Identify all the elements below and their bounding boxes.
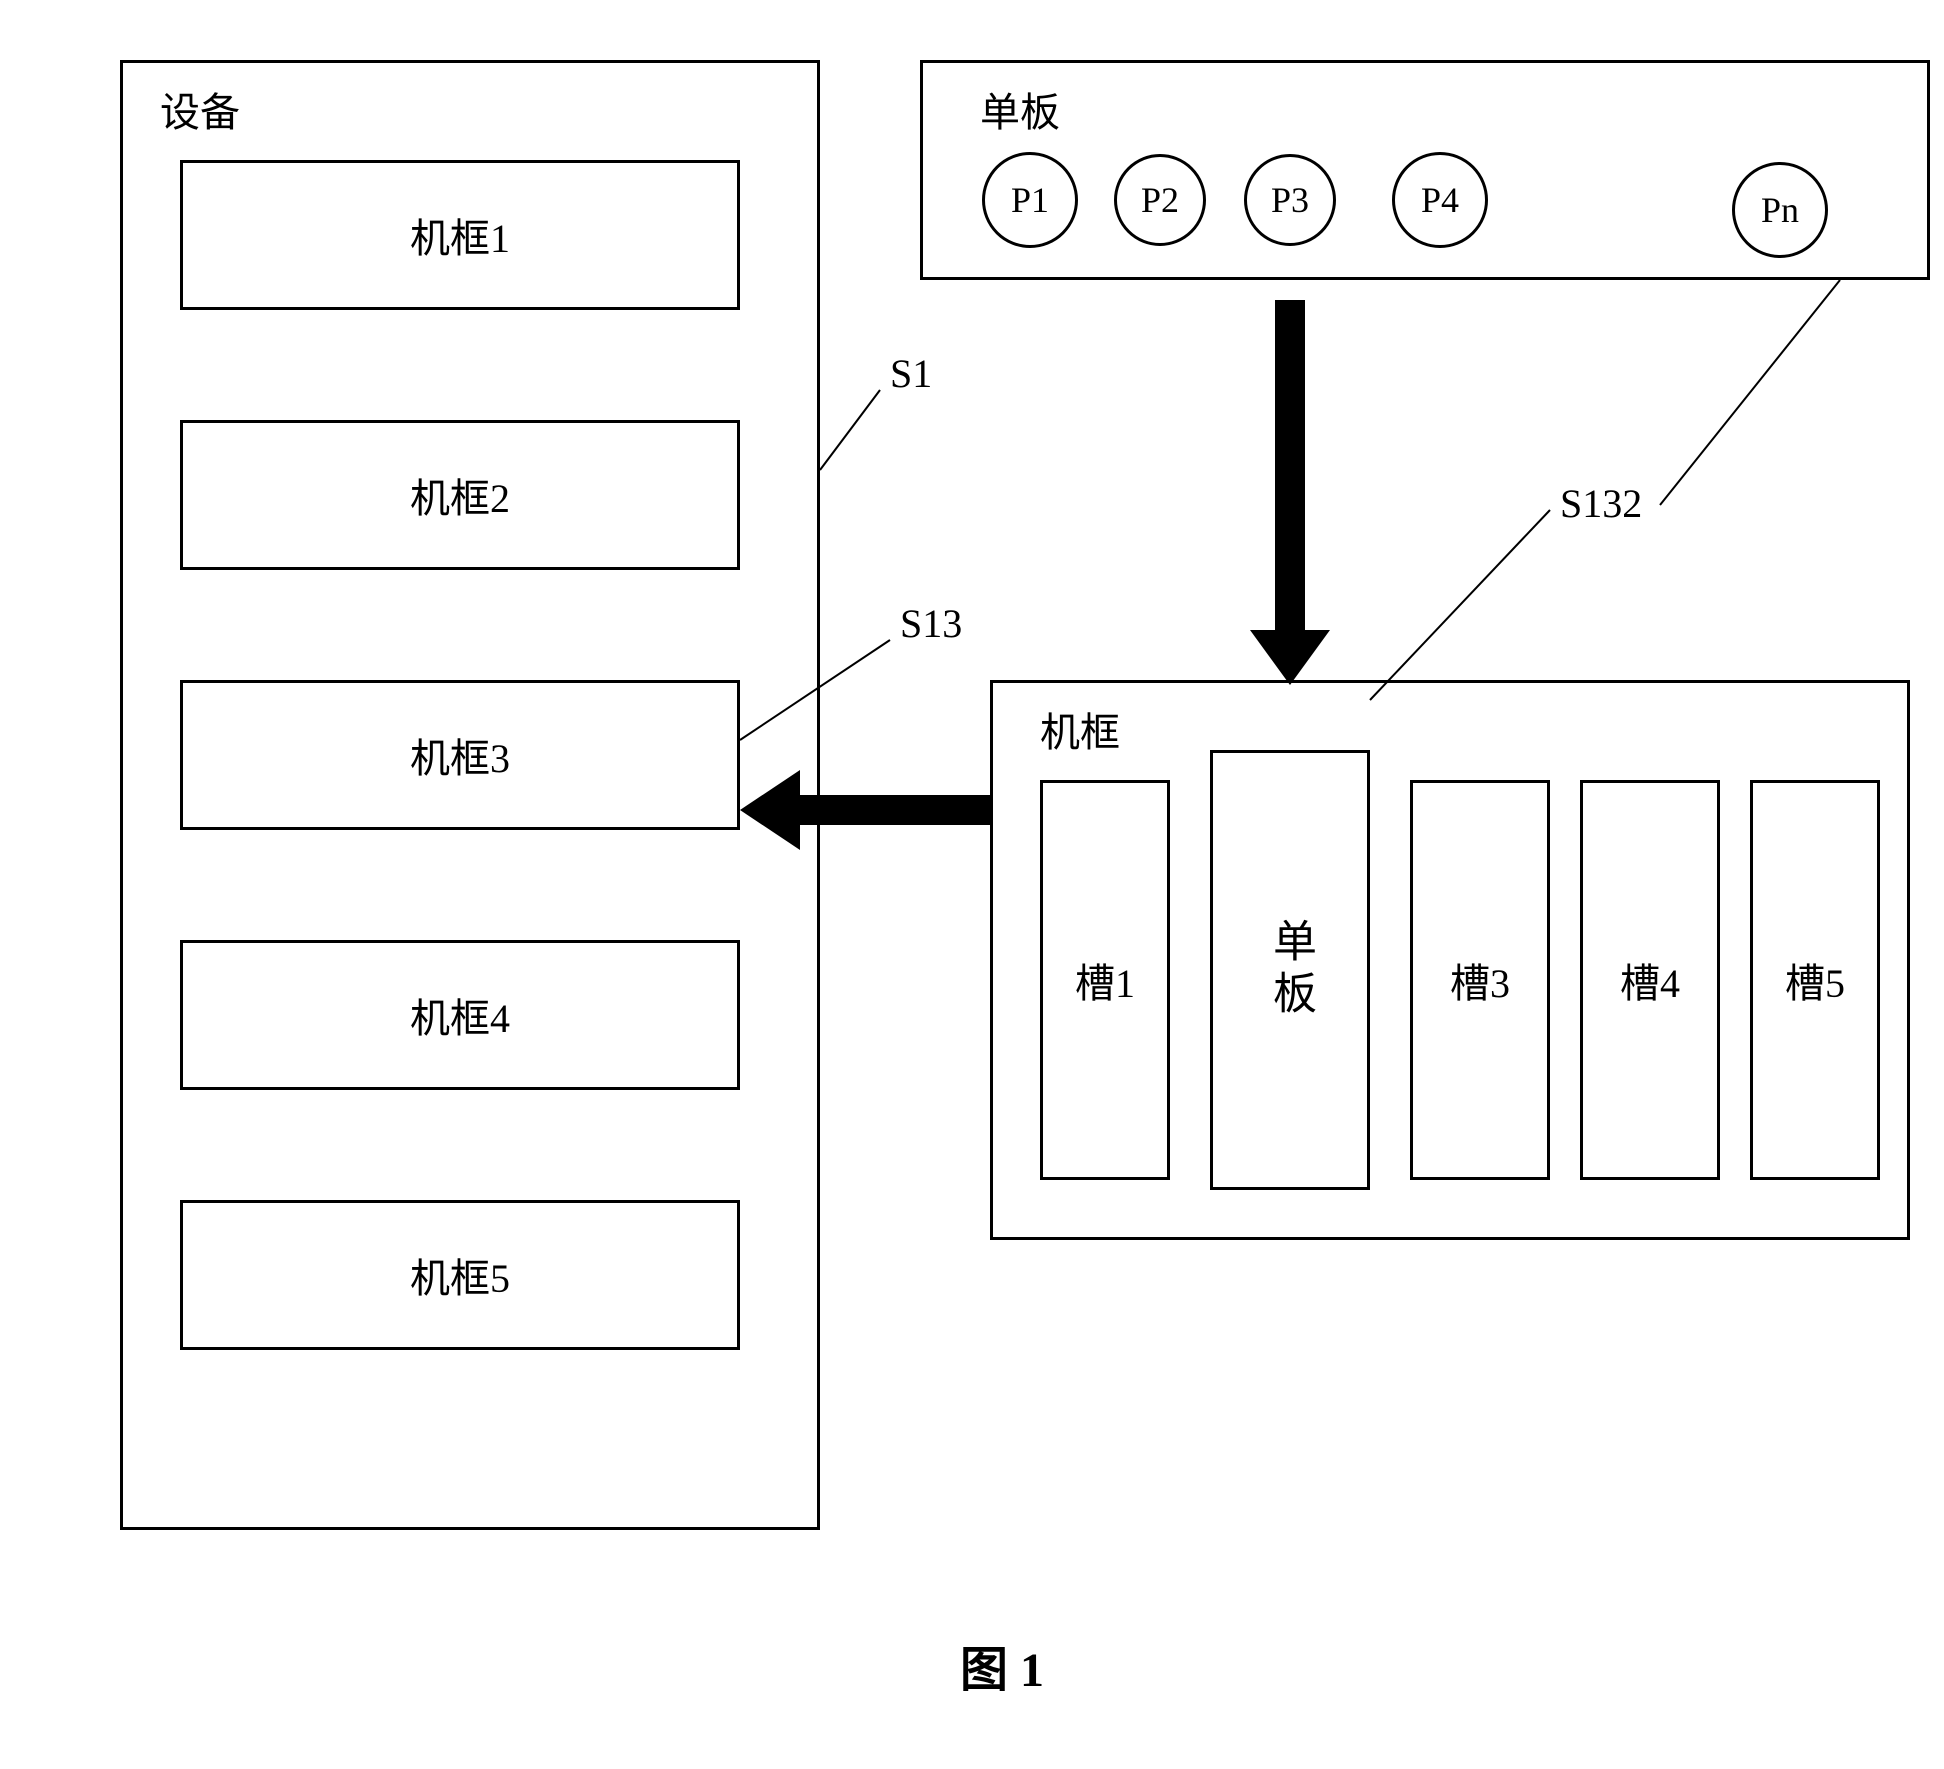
- device-frame: 机框1: [180, 160, 740, 310]
- board-title: 单板: [980, 80, 1060, 138]
- frame-label: 机框2: [410, 466, 510, 524]
- chassis-slot: 槽4: [1580, 780, 1720, 1180]
- port-label: Pn: [1761, 189, 1799, 231]
- callout-s1: S1: [890, 350, 932, 397]
- frame-label: 机框1: [410, 206, 510, 264]
- leader-line-s132-a: [1370, 510, 1550, 700]
- device-frame: 机框5: [180, 1200, 740, 1350]
- chassis-slot-board: 单板: [1210, 750, 1370, 1190]
- callout-s132: S132: [1560, 480, 1642, 527]
- device-frame: 机框2: [180, 420, 740, 570]
- slot-label: 单板: [1258, 918, 1322, 1022]
- port-label: P2: [1141, 179, 1179, 221]
- slot-label: 槽3: [1450, 951, 1510, 1009]
- port-circle: P1: [982, 152, 1078, 248]
- port-label: P1: [1011, 179, 1049, 221]
- port-circle: P4: [1392, 152, 1488, 248]
- leader-line-s1: [820, 390, 880, 470]
- figure-label: 图 1: [960, 1630, 1044, 1700]
- chassis-slot: 槽1: [1040, 780, 1170, 1180]
- port-label: P3: [1271, 179, 1309, 221]
- device-frame: 机框4: [180, 940, 740, 1090]
- port-circle: Pn: [1732, 162, 1828, 258]
- chassis-slot: 槽5: [1750, 780, 1880, 1180]
- frame-label: 机框4: [410, 986, 510, 1044]
- slot-label: 槽1: [1075, 951, 1135, 1009]
- frame-label: 机框5: [410, 1246, 510, 1304]
- port-circle: P3: [1244, 154, 1336, 246]
- callout-s13: S13: [900, 600, 962, 647]
- port-label: P4: [1421, 179, 1459, 221]
- chassis-slot: 槽3: [1410, 780, 1550, 1180]
- device-frame: 机框3: [180, 680, 740, 830]
- slot-label: 槽5: [1785, 951, 1845, 1009]
- chassis-title: 机框: [1040, 700, 1120, 758]
- slot-label: 槽4: [1620, 951, 1680, 1009]
- device-title: 设备: [160, 80, 240, 138]
- arrow-down-icon: [1250, 300, 1330, 685]
- frame-label: 机框3: [410, 726, 510, 784]
- leader-line-s132-b: [1660, 280, 1840, 505]
- diagram-canvas: 设备 机框1 机框2 机框3 机框4 机框5 单板 P1 P2 P3 P4 Pn…: [40, 40, 1944, 1729]
- port-circle: P2: [1114, 154, 1206, 246]
